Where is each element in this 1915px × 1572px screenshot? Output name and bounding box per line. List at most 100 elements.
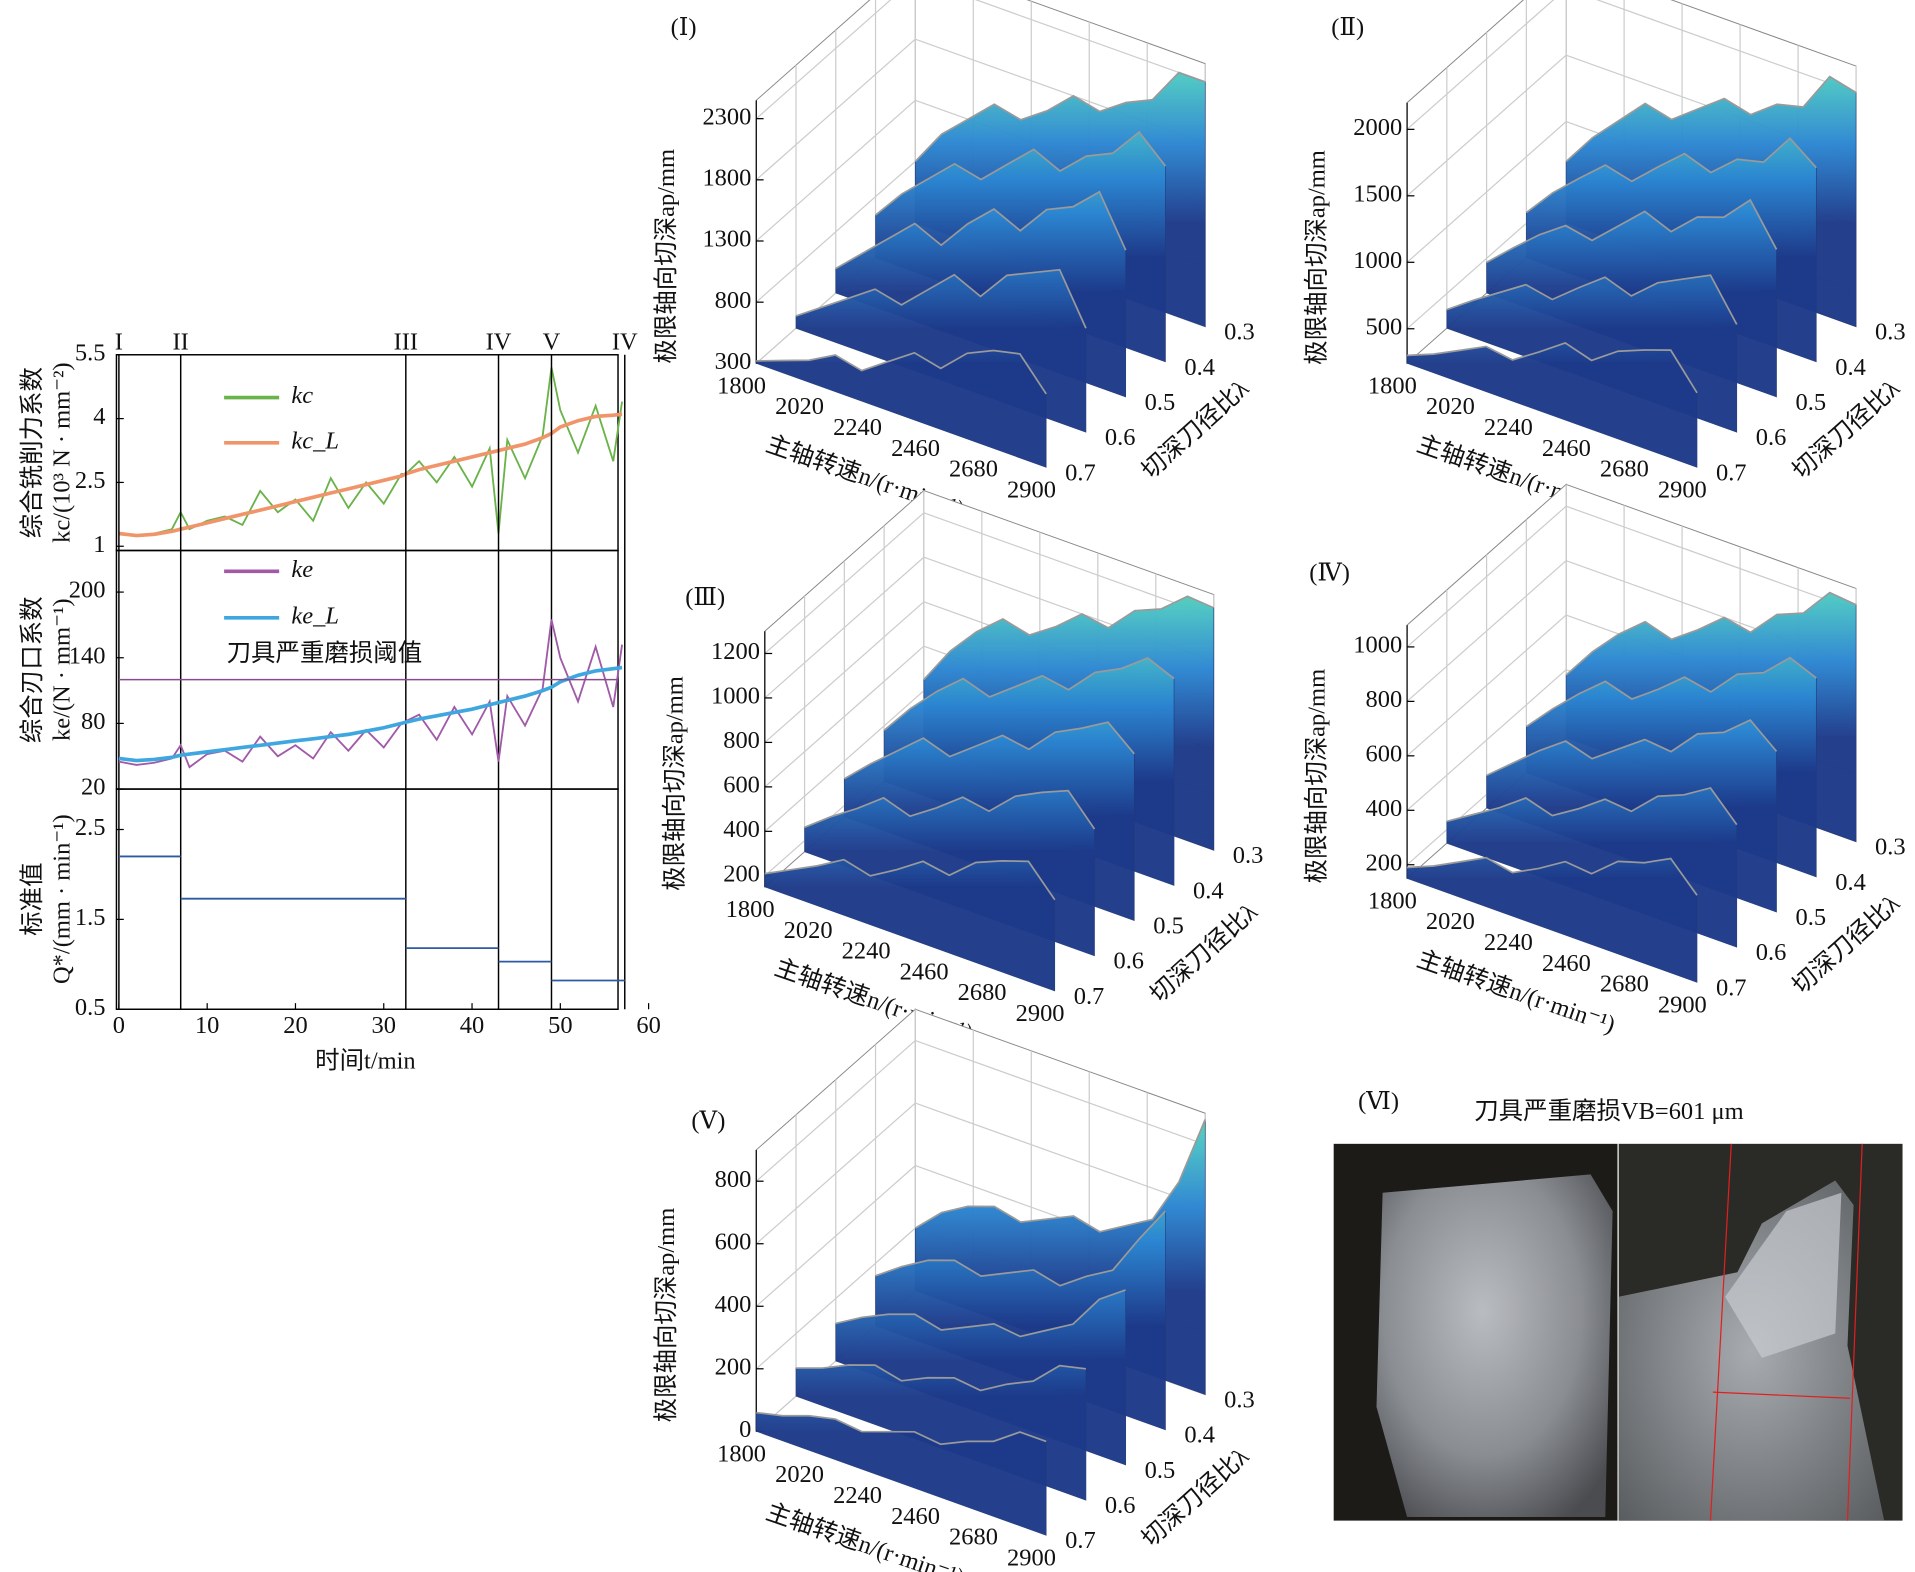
x-tick-label: 2460: [891, 435, 940, 462]
surface-ridge: [1486, 719, 1778, 777]
z-tick-label: 400: [723, 816, 760, 843]
y-tick-label: 1.5: [75, 904, 106, 931]
x-tick-label: 1800: [717, 372, 766, 399]
y-tick-label: 0.3: [1224, 1387, 1255, 1414]
y-axis-label: kc/(10³ N · mm⁻²): [48, 362, 75, 542]
y-tick-label: 0.5: [1795, 904, 1826, 931]
tool-image: [1725, 1192, 1842, 1358]
legend-label: kc_L: [291, 427, 339, 454]
threshold-label: 刀具严重磨损阈值: [227, 639, 423, 667]
plot-frame: [115, 354, 619, 552]
y-tick-label: 0.3: [1875, 834, 1906, 861]
data-line: [118, 665, 623, 763]
z-axis-label: 极限轴向切深ap/mm: [660, 676, 688, 891]
x-tick-label: 2020: [775, 1461, 824, 1488]
data-line: [118, 619, 623, 769]
z-tick-label: 2300: [702, 103, 751, 130]
x-tick-label: 2020: [784, 917, 833, 944]
panel-label: (Ⅵ): [1358, 1088, 1399, 1115]
y-tick-label: 0.4: [1184, 354, 1215, 381]
y-tick-label: 80: [81, 708, 105, 735]
grid-line: [755, 1102, 1206, 1245]
plot-frame: [115, 788, 619, 1010]
legend-label: ke: [291, 556, 313, 583]
phase-label: IV: [486, 328, 512, 355]
z-axis-label: 极限轴向切深ap/mm: [1303, 669, 1331, 884]
y-tick-label: 5.5: [75, 339, 106, 366]
x-tick-label: 2900: [1007, 1544, 1056, 1571]
y-tick-label: 0.5: [1145, 1457, 1176, 1484]
z-axis-label: 极限轴向切深ap/mm: [652, 149, 680, 364]
x-tick-label: 2680: [949, 456, 998, 483]
y-tick-label: 140: [69, 642, 106, 669]
grid-line: [1406, 0, 1857, 130]
y-axis-label: 综合铣削力系数: [18, 367, 46, 538]
surface-ridge: [1525, 137, 1817, 214]
photo-title: 刀具严重磨损VB=601 μm: [1474, 1097, 1743, 1125]
y-tick-label: 0.6: [1113, 948, 1144, 975]
z-tick-label: 1200: [711, 638, 760, 665]
y-tick-label: 0.7: [1065, 459, 1096, 486]
surface-ridge: [1446, 786, 1738, 826]
x-tick-label: 50: [548, 1012, 572, 1039]
surface-ridge: [804, 789, 1096, 830]
x-tick-label: 2680: [949, 1524, 998, 1551]
grid-line: [755, 1039, 1206, 1182]
y-tick-label: 200: [69, 577, 106, 604]
surface-ridge: [1407, 341, 1698, 394]
surface-ridge: [835, 190, 1127, 270]
y-tick-label: 0.6: [1105, 1492, 1136, 1519]
surface-ridge: [875, 1210, 1167, 1287]
surface-ridge: [1486, 198, 1778, 264]
x-tick-label: 2460: [1542, 950, 1591, 977]
surface-ridge: [756, 349, 1047, 395]
x-tick-label: 30: [372, 1012, 396, 1039]
z-tick-label: 2000: [1353, 114, 1402, 141]
surface-ridge: [883, 657, 1175, 731]
legend-label: ke_L: [291, 602, 339, 629]
data-line: [118, 367, 623, 537]
surface-ridge: [795, 268, 1087, 329]
measure-line: [1712, 1391, 1850, 1399]
panel-label: (Ⅲ): [685, 584, 725, 611]
y-tick-label: 0.7: [1716, 974, 1747, 1001]
z-tick-label: 200: [723, 860, 760, 887]
y-tick-label: 0.3: [1233, 842, 1264, 869]
y-tick-label: 0.5: [1145, 389, 1176, 416]
x-tick-label: 2460: [1542, 435, 1591, 462]
tool-image: [1376, 1174, 1613, 1517]
surface-ridge: [835, 1289, 1126, 1338]
surface-ridge: [1565, 591, 1857, 676]
x-tick-label: 2900: [1658, 991, 1707, 1018]
z-tick-label: 200: [1365, 849, 1402, 876]
surface-ridge: [1446, 274, 1738, 325]
data-line: [118, 412, 623, 538]
x-tick-label: 2240: [833, 414, 882, 441]
y-axis-label: 综合刃口系数: [18, 596, 46, 743]
panel-label: (Ⅳ): [1309, 560, 1350, 587]
x-tick-label: 2680: [958, 979, 1007, 1006]
y-tick-label: 0.4: [1835, 869, 1866, 896]
z-tick-label: 200: [715, 1353, 752, 1380]
y-axis-label: ke/(N · mm⁻¹): [48, 599, 75, 741]
z-tick-label: 1800: [702, 164, 751, 191]
z-tick-label: 800: [723, 727, 760, 754]
y-tick-label: 2.5: [75, 814, 106, 841]
grid-line: [764, 512, 1214, 654]
x-tick-label: 1800: [1368, 372, 1417, 399]
measure-line: [1846, 1143, 1863, 1521]
y-tick-label: 2.5: [75, 467, 106, 494]
z-tick-label: 0: [739, 1416, 751, 1443]
x-tick-label: 2680: [1600, 971, 1649, 998]
photo-panel: (Ⅵ) 刀具严重磨损VB=601 μm: [1333, 1088, 1903, 1521]
surface-ridge: [1407, 856, 1698, 896]
surface-ridge: [1565, 75, 1857, 163]
y-tick-label: 0.7: [1074, 983, 1105, 1010]
z-tick-label: 800: [715, 1166, 752, 1193]
z-tick-label: 1000: [1353, 632, 1402, 659]
panel-label: (Ⅴ): [691, 1108, 725, 1135]
y-tick-label: 1: [93, 531, 105, 558]
y-tick-label: 0.7: [1716, 459, 1747, 486]
y-tick-label: 0.6: [1756, 939, 1787, 966]
